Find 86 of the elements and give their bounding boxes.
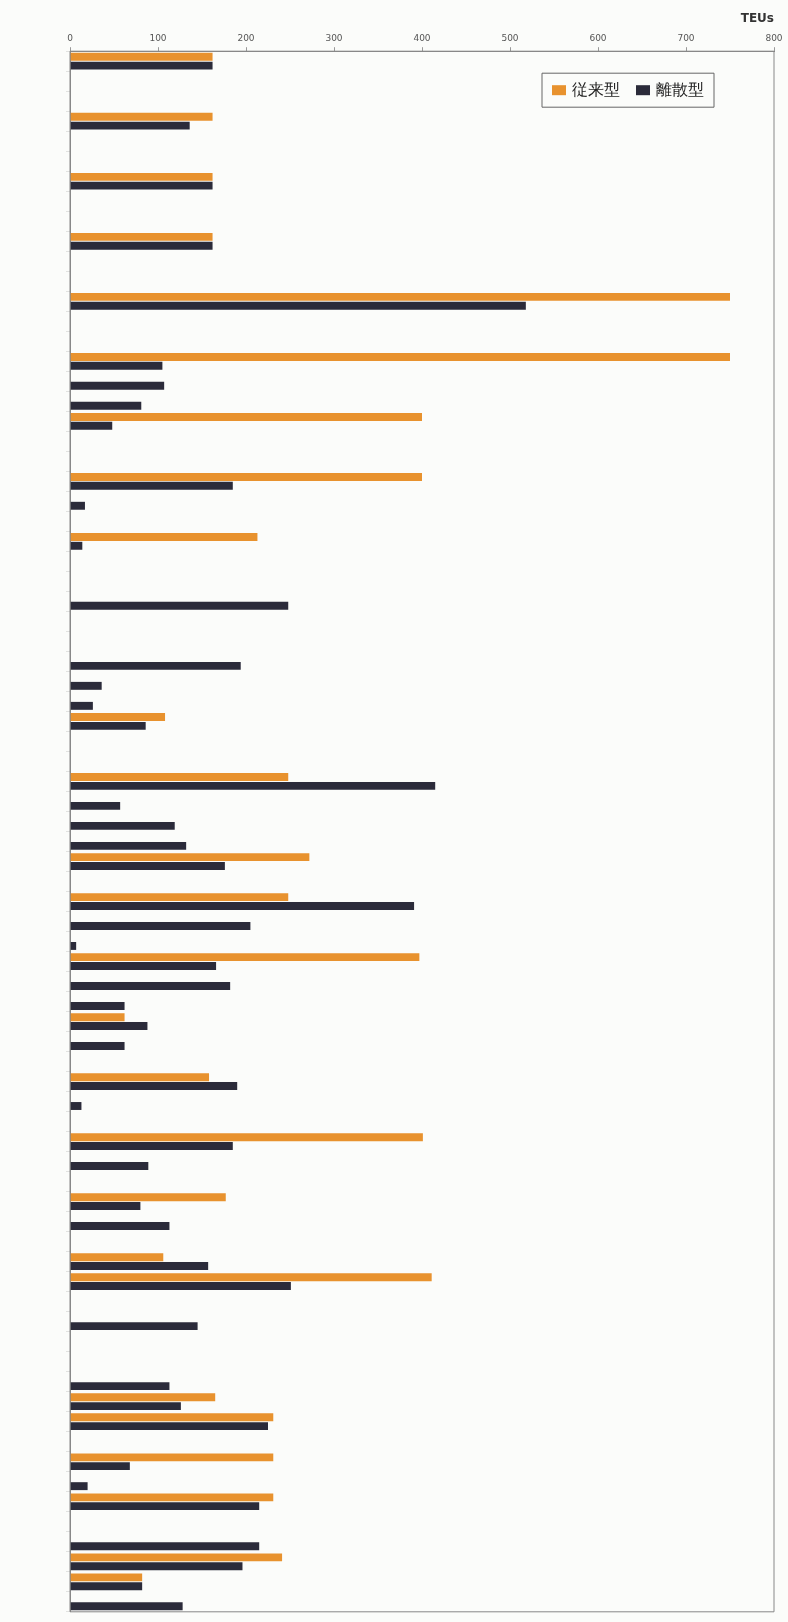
bar	[70, 661, 241, 670]
bar	[70, 1042, 125, 1050]
bar	[70, 1013, 125, 1022]
bar	[70, 301, 526, 310]
bar	[70, 112, 213, 121]
bar	[70, 1493, 274, 1502]
bar	[70, 781, 436, 790]
bar	[70, 121, 190, 130]
bar	[70, 181, 213, 190]
bar	[70, 1462, 130, 1471]
bar	[70, 953, 420, 962]
bar	[70, 172, 213, 181]
x-tick-label: 800	[765, 33, 783, 44]
bar	[70, 1322, 198, 1331]
bar	[70, 961, 217, 970]
bar	[70, 982, 231, 990]
bar	[70, 601, 289, 610]
bar	[70, 721, 146, 730]
bar	[70, 541, 83, 550]
bar	[70, 701, 93, 710]
bar	[70, 1382, 170, 1391]
x-tick-label: 0	[67, 33, 74, 44]
bar	[70, 232, 213, 241]
bar	[70, 241, 213, 250]
x-tick-label: 600	[589, 33, 607, 44]
bar	[70, 1582, 143, 1591]
bar	[70, 1002, 125, 1010]
bar	[70, 681, 102, 690]
bar	[70, 921, 251, 930]
x-tick-label: 500	[501, 33, 519, 44]
bar	[70, 1422, 268, 1431]
x-tick-label: 100	[149, 33, 167, 44]
bar	[70, 1262, 209, 1271]
bar	[70, 893, 289, 902]
x-tick-label: 300	[325, 33, 343, 44]
bar	[70, 1402, 181, 1411]
bar	[70, 1102, 82, 1110]
bar	[70, 52, 213, 61]
bar	[70, 533, 258, 541]
bar	[70, 381, 165, 390]
bar	[70, 821, 175, 830]
x-tick-label: 200	[237, 33, 255, 44]
bar	[70, 1453, 274, 1462]
bar	[70, 361, 163, 370]
x-tick-label: 700	[677, 33, 695, 44]
legend-label: 従来型	[572, 80, 620, 100]
bar	[70, 1022, 148, 1030]
bar	[70, 853, 310, 862]
bar	[70, 1253, 164, 1262]
bar	[70, 481, 233, 490]
bar	[70, 352, 730, 361]
bar	[70, 473, 422, 481]
bar	[70, 1193, 226, 1202]
bar	[70, 292, 730, 301]
bar	[70, 1273, 432, 1282]
bar	[70, 773, 289, 782]
bar	[70, 1162, 149, 1170]
bar	[70, 61, 213, 70]
bar	[70, 1282, 291, 1291]
bar	[70, 1393, 216, 1402]
bar	[70, 1082, 238, 1090]
bar	[70, 501, 85, 510]
x-axis-title: TEUs	[740, 11, 774, 26]
bar	[70, 401, 142, 410]
bar	[70, 1133, 423, 1142]
bar	[70, 861, 225, 870]
bar	[70, 421, 113, 430]
bar	[70, 1202, 141, 1211]
bar	[70, 901, 415, 910]
bar	[70, 1553, 283, 1562]
bar	[70, 1602, 183, 1611]
bar	[70, 1482, 88, 1491]
bar	[70, 412, 422, 421]
bar	[70, 1562, 243, 1571]
bar	[70, 713, 166, 722]
bar	[70, 801, 121, 810]
bar	[70, 1542, 260, 1551]
bar	[70, 1502, 260, 1511]
x-tick-label: 400	[413, 33, 431, 44]
bar	[70, 1073, 210, 1082]
legend-label: 離散型	[656, 80, 704, 100]
bar	[70, 1413, 274, 1422]
bar	[70, 841, 187, 850]
bar	[70, 1142, 233, 1150]
bar	[70, 1573, 143, 1582]
bar	[70, 1222, 170, 1231]
